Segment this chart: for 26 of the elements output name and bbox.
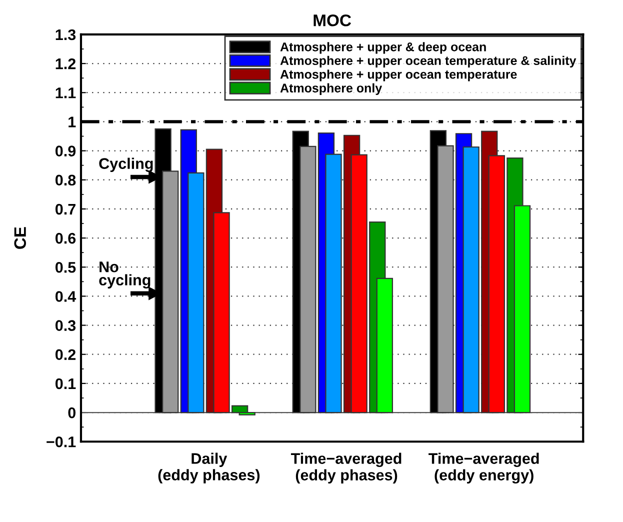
y-tick-label: 0: [68, 407, 76, 418]
y-tick-label: 1.3: [56, 29, 76, 40]
y-tick-label: 0.7: [55, 204, 76, 215]
x-tick-label: Time−averaged (eddy phases): [290, 452, 402, 484]
y-tick-label: 0.6: [55, 232, 76, 244]
y-tick-label: 1: [68, 116, 76, 128]
annotation: No cycling: [99, 262, 150, 289]
y-tick-label: 0.9: [55, 146, 76, 156]
y-axis-title: CE: [14, 227, 26, 249]
y-tick-label: 1.2: [56, 58, 76, 70]
y-tick-label: 0.3: [55, 320, 76, 331]
legend-label: Atmosphere + upper ocean temperature: [280, 70, 517, 82]
y-tick-label: 0.8: [55, 174, 76, 186]
legend-label: Atmosphere + upper & deep ocean: [280, 42, 486, 54]
legend-label: Atmosphere + upper ocean temperature & salinity: [280, 56, 576, 68]
y-tick-label: 0.2: [55, 349, 76, 360]
y-tick-label: 0.1: [55, 378, 76, 390]
x-tick-label: Daily (eddy phases): [158, 452, 260, 484]
y-tick-label: 1.1: [56, 88, 76, 98]
legend-label: Atmosphere only: [280, 83, 382, 95]
y-tick-label: 0.5: [55, 262, 76, 273]
annotation: Cycling: [99, 158, 153, 172]
y-tick-label: 0.4: [55, 291, 76, 302]
y-tick-label: −0.1: [46, 436, 76, 448]
chart-title: MOC: [314, 14, 352, 26]
x-tick-label: Time−averaged (eddy energy): [428, 452, 539, 484]
